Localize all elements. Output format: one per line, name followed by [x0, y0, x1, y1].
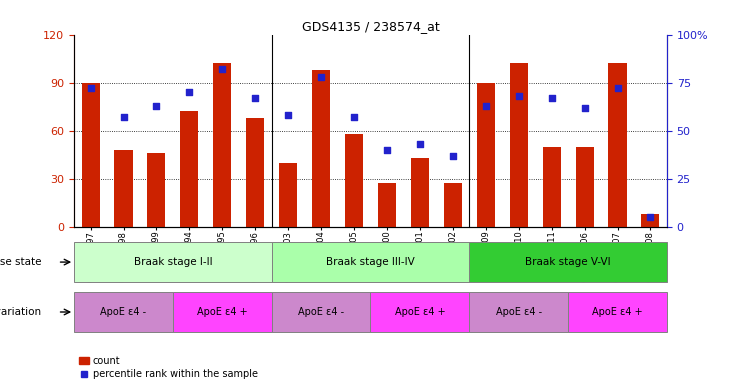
Bar — [180, 111, 199, 227]
Point — [611, 85, 623, 91]
Bar — [345, 134, 363, 227]
Text: disease state: disease state — [0, 257, 41, 267]
Text: Braak stage I-II: Braak stage I-II — [133, 257, 212, 267]
Bar — [114, 150, 133, 227]
Bar — [279, 162, 297, 227]
Bar — [173, 292, 272, 332]
Bar — [469, 292, 568, 332]
Point — [513, 93, 525, 99]
Point — [150, 103, 162, 109]
Text: ApoE ε4 +: ApoE ε4 + — [592, 307, 642, 317]
Bar — [272, 292, 370, 332]
Text: ApoE ε4 -: ApoE ε4 - — [298, 307, 344, 317]
Bar — [312, 70, 330, 227]
Bar — [213, 63, 231, 227]
Text: Braak stage V-VI: Braak stage V-VI — [525, 257, 611, 267]
Legend: count, percentile rank within the sample: count, percentile rank within the sample — [79, 356, 258, 379]
Point — [480, 103, 492, 109]
Title: GDS4135 / 238574_at: GDS4135 / 238574_at — [302, 20, 439, 33]
Text: ApoE ε4 +: ApoE ε4 + — [197, 307, 247, 317]
Bar — [568, 292, 667, 332]
Point — [315, 74, 327, 80]
Bar — [272, 242, 469, 282]
Text: ApoE ε4 -: ApoE ε4 - — [496, 307, 542, 317]
Point — [118, 114, 130, 120]
Point — [414, 141, 426, 147]
Bar — [642, 214, 659, 227]
Bar — [444, 184, 462, 227]
Point — [348, 114, 360, 120]
Bar — [476, 83, 495, 227]
Text: genotype/variation: genotype/variation — [0, 307, 41, 317]
Bar — [74, 292, 173, 332]
Point — [249, 95, 261, 101]
Bar — [74, 242, 272, 282]
Bar — [576, 147, 594, 227]
Bar — [370, 292, 469, 332]
Bar — [82, 83, 99, 227]
Bar — [542, 147, 561, 227]
Point — [545, 95, 557, 101]
Point — [645, 214, 657, 220]
Text: Braak stage III-IV: Braak stage III-IV — [326, 257, 415, 267]
Bar — [608, 63, 627, 227]
Point — [579, 104, 591, 111]
Point — [381, 147, 393, 153]
Bar — [469, 242, 667, 282]
Bar — [246, 118, 265, 227]
Bar — [510, 63, 528, 227]
Point — [282, 112, 294, 118]
Text: ApoE ε4 -: ApoE ε4 - — [101, 307, 147, 317]
Point — [216, 66, 228, 72]
Bar — [378, 184, 396, 227]
Point — [84, 85, 96, 91]
Point — [184, 89, 196, 95]
Bar — [147, 153, 165, 227]
Point — [447, 152, 459, 159]
Text: ApoE ε4 +: ApoE ε4 + — [395, 307, 445, 317]
Bar — [411, 158, 429, 227]
